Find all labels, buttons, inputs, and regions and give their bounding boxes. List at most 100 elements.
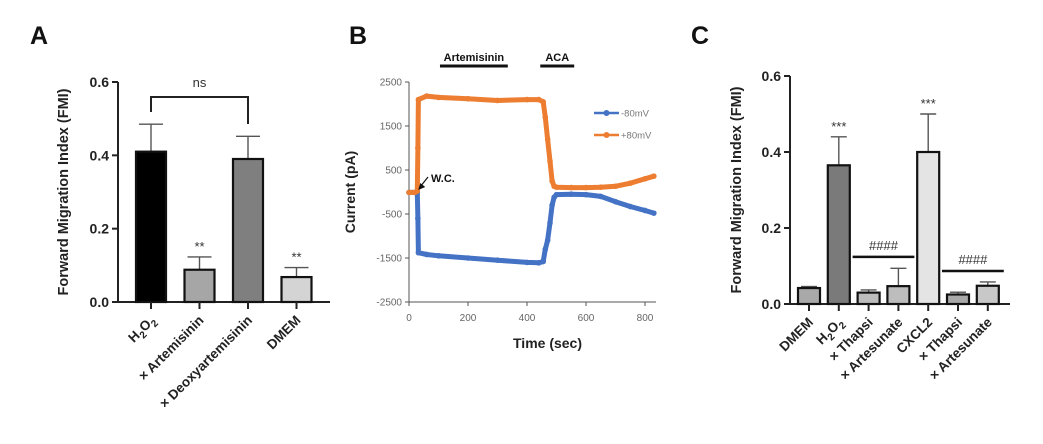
y-tick-label: 0.4: [90, 147, 110, 163]
data-point: [415, 145, 421, 151]
x-tick-label: 400: [519, 313, 536, 324]
bar: [916, 150, 941, 306]
data-point: [612, 183, 619, 190]
y-tick-label: 0.6: [90, 74, 110, 90]
panel-label-b: B: [349, 22, 367, 50]
data-point: [435, 253, 442, 259]
bar: [231, 157, 265, 304]
y-axis-label: Forward Migration Index (FMI): [729, 86, 745, 293]
significance-marker: ***: [921, 96, 936, 111]
group-significance-label: ####: [958, 252, 988, 267]
data-point: [547, 220, 553, 226]
significance-bracket: [150, 96, 249, 124]
data-point: [494, 97, 501, 104]
y-axis-label: Current (pA): [342, 151, 358, 233]
significance-marker: ***: [831, 119, 846, 134]
treatment-label: ACA: [545, 52, 569, 64]
y-tick-label: 0.2: [762, 220, 782, 236]
data-point: [642, 207, 648, 214]
data-point: [542, 114, 549, 120]
data-point: [524, 96, 530, 103]
data-point: [465, 95, 471, 102]
y-tick-label: 2500: [380, 78, 403, 89]
data-point: [651, 210, 657, 216]
data-point: [627, 180, 634, 186]
x-tick-label: 0: [406, 313, 412, 324]
legend-label: -80mV: [621, 109, 650, 120]
y-tick-label: 0.6: [762, 68, 782, 84]
data-point: [415, 215, 421, 222]
panel-b: 2500 1500 500 -500 -1500 -2500 0 200 400 600 800 Ti…: [342, 52, 657, 351]
y-tick-label: -500: [382, 210, 402, 221]
data-point: [568, 184, 575, 191]
y-tick-label: 1500: [380, 122, 403, 133]
data-point: [415, 96, 422, 103]
data-point: [465, 255, 471, 261]
significance-marker: **: [194, 239, 204, 254]
data-point: [415, 249, 422, 256]
data-point: [406, 189, 412, 196]
data-point: [549, 202, 555, 208]
bar: [183, 268, 216, 304]
data-point: [423, 251, 430, 258]
data-point: [597, 184, 604, 190]
y-tick-label: -1500: [376, 254, 402, 265]
bar: [886, 285, 911, 306]
bar: [945, 293, 971, 306]
panel-label-a: A: [30, 22, 48, 50]
legend-marker: [603, 110, 610, 116]
data-point: [553, 191, 560, 198]
bar: [134, 150, 168, 304]
legend-label: +80mV: [621, 131, 652, 142]
data-point: [642, 176, 648, 182]
bar: [975, 284, 1000, 306]
y-tick-label: 0.0: [90, 294, 110, 310]
bar: [856, 291, 881, 306]
x-tick-label: 600: [578, 313, 595, 324]
data-point: [549, 178, 555, 184]
data-point: [612, 198, 619, 205]
x-tick-label: 800: [637, 313, 654, 324]
x-tick-label: 200: [460, 313, 477, 324]
data-point: [553, 184, 560, 190]
data-point: [524, 259, 530, 266]
data-point: [583, 191, 589, 198]
y-tick-label: -2500: [376, 298, 402, 309]
data-point: [597, 193, 604, 200]
panel-c: Forward Migration Index (FMI) 0.0 0.2 0.4 0.…: [729, 68, 1010, 383]
wc-arrowhead: [418, 183, 426, 190]
group-significance-label: ####: [869, 238, 899, 253]
legend-marker: [603, 132, 610, 138]
data-point: [627, 203, 634, 210]
bar: [280, 275, 313, 304]
data-point: [544, 136, 551, 142]
data-point: [536, 96, 542, 103]
data-point: [568, 191, 575, 197]
y-tick-label: 0.0: [762, 296, 782, 312]
x-tick-label: DMEM: [776, 315, 816, 355]
x-tick-label: × Deoxyartemisinin: [157, 313, 255, 411]
y-tick-label: 0.4: [762, 144, 782, 160]
y-tick-label: 500: [385, 166, 402, 177]
bracket-label: ns: [193, 75, 207, 90]
data-point: [651, 173, 657, 179]
y-axis-label: Forward Migration Index (FMI): [56, 88, 72, 295]
bar: [796, 286, 822, 306]
data-point: [435, 94, 442, 101]
bar: [826, 164, 851, 306]
data-point: [544, 237, 551, 244]
data-point: [540, 99, 547, 105]
treatment-label: Artemisinin: [444, 52, 505, 64]
data-point: [540, 258, 547, 265]
data-point: [423, 93, 430, 99]
x-tick-label: H2O2: [125, 312, 161, 348]
data-point: [494, 257, 501, 264]
x-tick-label: DMEM: [264, 313, 304, 353]
data-point: [536, 260, 542, 266]
data-point: [583, 184, 589, 191]
significance-marker: **: [291, 250, 301, 265]
x-axis-label: Time (sec): [513, 335, 582, 351]
data-point: [547, 158, 553, 164]
y-tick-label: 0.2: [90, 221, 110, 237]
